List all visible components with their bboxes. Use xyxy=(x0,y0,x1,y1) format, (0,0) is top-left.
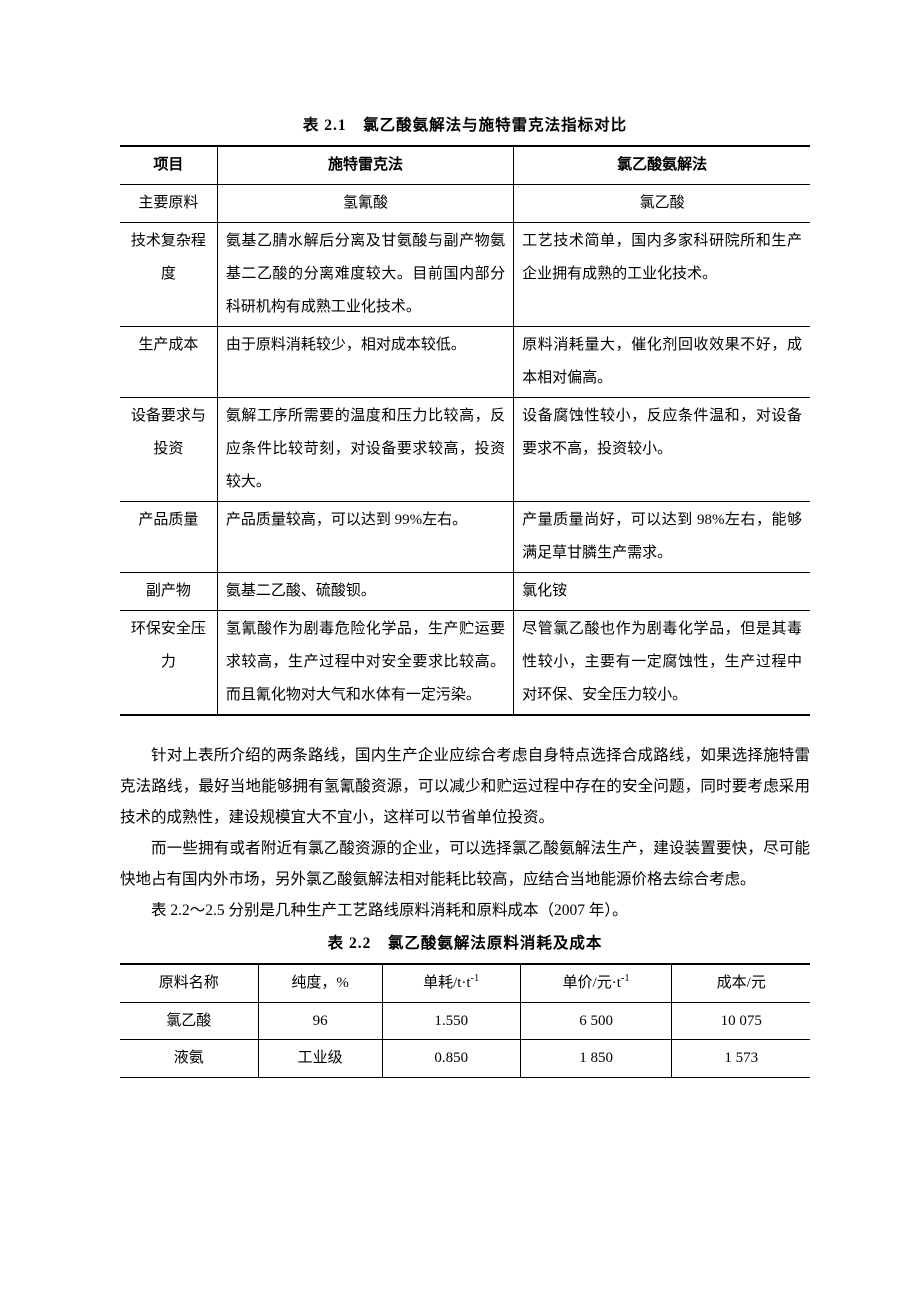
row-a: 氨解工序所需要的温度和压力比较高，反应条件比较苛刻，对设备要求较高，投资较大。 xyxy=(217,398,513,502)
row-a: 产品质量较高，可以达到 99%左右。 xyxy=(217,502,513,573)
row-label: 环保安全压力 xyxy=(120,611,217,716)
row-b: 尽管氯乙酸也作为剧毒化学品，但是其毒性较小，主要有一定腐蚀性，生产过程中对环保、… xyxy=(514,611,810,716)
cost-price: 1 850 xyxy=(520,1040,672,1078)
cost-name: 氯乙酸 xyxy=(120,1002,258,1040)
row-b: 氯乙酸 xyxy=(514,185,810,223)
table2-caption: 表 2.2 氯乙酸氨解法原料消耗及成本 xyxy=(120,928,810,959)
paragraph-2: 而一些拥有或者附近有氯乙酸资源的企业，可以选择氯乙酸氨解法生产，建设装置要快，尽… xyxy=(120,833,810,895)
table1-h2: 施特雷克法 xyxy=(217,146,513,185)
table-compare: 项目 施特雷克法 氯乙酸氨解法 主要原料 氢氰酸 氯乙酸 技术复杂程度 氨基乙腈… xyxy=(120,145,810,716)
table-row: 设备要求与投资 氨解工序所需要的温度和压力比较高，反应条件比较苛刻，对设备要求较… xyxy=(120,398,810,502)
cost-cost: 10 075 xyxy=(672,1002,810,1040)
table-row: 产品质量 产品质量较高，可以达到 99%左右。 产量质量尚好，可以达到 98%左… xyxy=(120,502,810,573)
table2-h1: 原料名称 xyxy=(120,964,258,1002)
cost-consump: 0.850 xyxy=(382,1040,520,1078)
row-b: 原料消耗量大，催化剂回收效果不好，成本相对偏高。 xyxy=(514,327,810,398)
row-a: 氢氰酸作为剧毒危险化学品，生产贮运要求较高，生产过程中对安全要求比较高。而且氰化… xyxy=(217,611,513,716)
table2-h5: 成本/元 xyxy=(672,964,810,1002)
row-a: 氨基乙腈水解后分离及甘氨酸与副产物氨基二乙酸的分离难度较大。目前国内部分科研机构… xyxy=(217,223,513,327)
cost-name: 液氨 xyxy=(120,1040,258,1078)
cost-purity: 工业级 xyxy=(258,1040,382,1078)
table1-h3: 氯乙酸氨解法 xyxy=(514,146,810,185)
table-row: 副产物 氨基二乙酸、硫酸钡。 氯化铵 xyxy=(120,573,810,611)
table-row: 技术复杂程度 氨基乙腈水解后分离及甘氨酸与副产物氨基二乙酸的分离难度较大。目前国… xyxy=(120,223,810,327)
table2-h4: 单价/元·t-1 xyxy=(520,964,672,1002)
cost-price: 6 500 xyxy=(520,1002,672,1040)
row-a: 氨基二乙酸、硫酸钡。 xyxy=(217,573,513,611)
table-row: 液氨 工业级 0.850 1 850 1 573 xyxy=(120,1040,810,1078)
paragraph-3: 表 2.2～2.5 分别是几种生产工艺路线原料消耗和原料成本（2007 年）。 xyxy=(120,895,810,926)
cost-consump: 1.550 xyxy=(382,1002,520,1040)
row-label: 设备要求与投资 xyxy=(120,398,217,502)
body-text: 针对上表所介绍的两条路线，国内生产企业应综合考虑自身特点选择合成路线，如果选择施… xyxy=(120,740,810,926)
row-label: 产品质量 xyxy=(120,502,217,573)
paragraph-1: 针对上表所介绍的两条路线，国内生产企业应综合考虑自身特点选择合成路线，如果选择施… xyxy=(120,740,810,833)
row-label: 生产成本 xyxy=(120,327,217,398)
row-b: 产量质量尚好，可以达到 98%左右，能够满足草甘膦生产需求。 xyxy=(514,502,810,573)
row-a: 由于原料消耗较少，相对成本较低。 xyxy=(217,327,513,398)
table2-h2: 纯度，% xyxy=(258,964,382,1002)
row-a: 氢氰酸 xyxy=(217,185,513,223)
cost-purity: 96 xyxy=(258,1002,382,1040)
table1-h1: 项目 xyxy=(120,146,217,185)
table1-caption: 表 2.1 氯乙酸氨解法与施特雷克法指标对比 xyxy=(120,110,810,141)
table-cost: 原料名称 纯度，% 单耗/t·t-1 单价/元·t-1 成本/元 氯乙酸 96 … xyxy=(120,963,810,1078)
row-label: 副产物 xyxy=(120,573,217,611)
cost-cost: 1 573 xyxy=(672,1040,810,1078)
row-b: 氯化铵 xyxy=(514,573,810,611)
row-b: 设备腐蚀性较小，反应条件温和，对设备要求不高，投资较小。 xyxy=(514,398,810,502)
table-row: 氯乙酸 96 1.550 6 500 10 075 xyxy=(120,1002,810,1040)
table-row: 环保安全压力 氢氰酸作为剧毒危险化学品，生产贮运要求较高，生产过程中对安全要求比… xyxy=(120,611,810,716)
table2-h3: 单耗/t·t-1 xyxy=(382,964,520,1002)
table-row: 生产成本 由于原料消耗较少，相对成本较低。 原料消耗量大，催化剂回收效果不好，成… xyxy=(120,327,810,398)
row-b: 工艺技术简单，国内多家科研院所和生产企业拥有成熟的工业化技术。 xyxy=(514,223,810,327)
row-label: 主要原料 xyxy=(120,185,217,223)
row-label: 技术复杂程度 xyxy=(120,223,217,327)
table-row: 主要原料 氢氰酸 氯乙酸 xyxy=(120,185,810,223)
